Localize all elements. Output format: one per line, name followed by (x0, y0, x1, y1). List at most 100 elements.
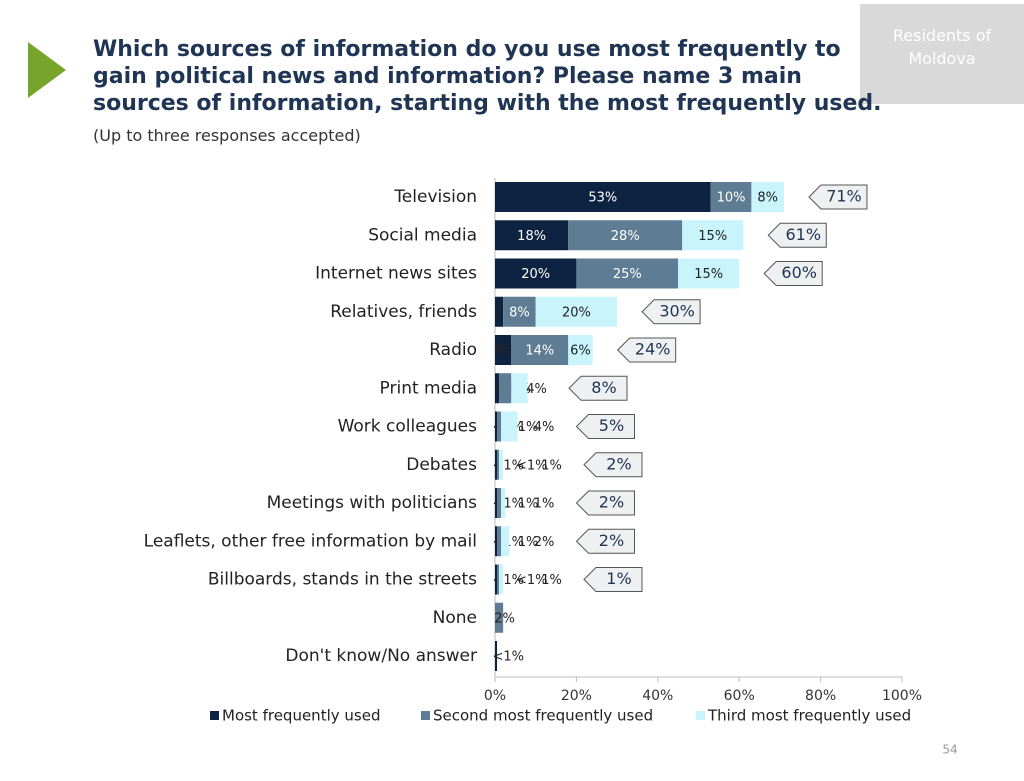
legend-swatch (421, 711, 430, 720)
data-label: 4% (534, 420, 555, 435)
data-label: 2% (534, 535, 555, 550)
total-label: 1% (606, 569, 631, 588)
bar-segment (511, 373, 528, 404)
total-callout (575, 414, 635, 439)
data-label: 2% (494, 611, 515, 626)
total-callout (641, 299, 701, 325)
legend-swatch (210, 711, 219, 720)
legend-label: Third most frequently used (707, 707, 911, 725)
bar-segment (497, 411, 502, 442)
bar-segment (576, 258, 679, 289)
data-label: 28% (611, 229, 640, 244)
bar-segment (497, 526, 502, 557)
data-label: <1% (516, 458, 548, 473)
bar-segment (501, 488, 506, 518)
data-label: 15% (694, 267, 723, 282)
x-tick-label: 20% (561, 688, 592, 704)
legend-label: Most frequently used (222, 707, 380, 725)
data-label: 1% (518, 535, 539, 550)
total-label: 60% (781, 263, 817, 282)
category-label: Don't know/No answer (285, 646, 477, 666)
total-callout (575, 528, 635, 554)
total-label: 2% (599, 493, 624, 512)
category-label: Debates (406, 455, 477, 475)
data-label: <1% (492, 650, 524, 665)
legend-swatch (696, 711, 705, 720)
total-label: 30% (659, 301, 695, 320)
bar-segment (495, 220, 569, 251)
data-label: 1% (541, 458, 562, 473)
data-label: 6% (570, 344, 591, 359)
bar-segment (751, 182, 784, 212)
bar-segment (495, 335, 512, 365)
x-tick-label: 60% (724, 688, 755, 704)
data-label: 4% (526, 382, 547, 397)
bar-segment (499, 449, 504, 480)
data-label: 1% (518, 497, 539, 512)
bar-segment (495, 564, 498, 595)
data-label: 1% (534, 497, 555, 512)
total-label: 61% (785, 225, 821, 244)
category-label: Internet news sites (315, 264, 477, 284)
data-label: 1% (541, 573, 562, 588)
bar-segment (503, 296, 536, 327)
bar-segment (495, 526, 498, 557)
bar-segment (568, 335, 593, 365)
total-label: 71% (826, 187, 862, 206)
bar-segment (495, 641, 498, 671)
category-label: Radio (429, 340, 477, 360)
bar-segment (495, 411, 498, 442)
bar-segment (511, 335, 569, 365)
data-label: <1% (516, 573, 548, 588)
data-label: 53% (588, 191, 617, 206)
bar-segment (535, 296, 618, 327)
x-tick-label: 80% (805, 688, 836, 704)
data-label: 25% (613, 267, 642, 282)
chart-title: Which sources of information do you use … (93, 37, 882, 116)
bar-segment (501, 411, 518, 442)
bar-segment (495, 449, 498, 480)
data-label: 8% (509, 305, 530, 320)
data-label: 14% (525, 344, 554, 359)
legend-label: Second most frequently used (433, 707, 653, 725)
category-label: Social media (368, 225, 477, 245)
bar-segment (710, 182, 752, 212)
bar-segment (495, 488, 498, 518)
category-label: Leaflets, other free information by mail (144, 531, 477, 551)
data-label: 20% (562, 305, 591, 320)
bar-segment (499, 373, 512, 404)
data-label: 4% (494, 344, 515, 359)
total-label: 24% (635, 340, 671, 359)
bar-segment (678, 258, 740, 289)
category-label: Print media (380, 378, 477, 398)
category-label: None (433, 608, 477, 628)
data-label: 8% (757, 191, 778, 206)
total-callout (763, 261, 823, 286)
data-label: 1% (518, 420, 539, 435)
total-label: 2% (606, 454, 631, 473)
category-label: Meetings with politicians (267, 493, 478, 513)
chart-subtitle: (Up to three responses accepted) (93, 126, 361, 145)
bar-segment (682, 220, 744, 251)
x-tick-label: 100% (882, 688, 922, 704)
bar-segment (495, 258, 577, 289)
bar-segment (495, 182, 711, 212)
total-callout (568, 375, 628, 401)
bar-segment (497, 449, 500, 480)
data-label: 15% (698, 229, 727, 244)
total-callout (616, 337, 677, 363)
bar-segment (495, 373, 500, 404)
data-label: 20% (521, 267, 550, 282)
bar-segment (568, 220, 683, 251)
x-tick-label: 0% (484, 688, 506, 704)
total-callout (583, 452, 643, 478)
category-label: Television (393, 187, 477, 207)
total-callout (767, 222, 827, 248)
total-label: 8% (591, 378, 616, 397)
bar-segment (495, 296, 504, 327)
total-callout (575, 490, 635, 516)
data-label: 18% (517, 229, 546, 244)
total-callout (808, 184, 868, 210)
